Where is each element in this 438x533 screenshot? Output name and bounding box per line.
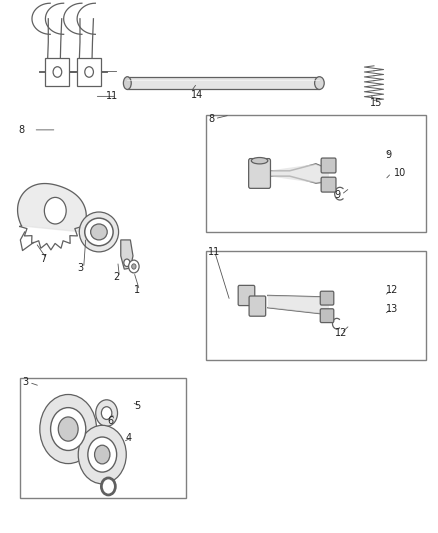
Ellipse shape <box>91 224 107 240</box>
Bar <box>127 77 319 90</box>
Bar <box>46 58 69 86</box>
Circle shape <box>78 425 126 484</box>
Circle shape <box>58 417 78 441</box>
Polygon shape <box>268 164 329 183</box>
Circle shape <box>53 67 62 77</box>
Text: 15: 15 <box>370 98 382 108</box>
Text: 11: 11 <box>106 91 118 101</box>
Ellipse shape <box>79 212 119 252</box>
Circle shape <box>44 197 66 224</box>
Circle shape <box>95 400 117 426</box>
Circle shape <box>88 437 117 472</box>
Polygon shape <box>121 240 133 269</box>
Circle shape <box>51 408 86 450</box>
FancyBboxPatch shape <box>249 296 266 316</box>
Text: 1: 1 <box>134 286 140 295</box>
Text: 4: 4 <box>125 433 131 443</box>
Circle shape <box>132 264 136 269</box>
Polygon shape <box>18 183 86 232</box>
Circle shape <box>101 407 112 419</box>
Ellipse shape <box>251 158 268 164</box>
Circle shape <box>40 394 96 464</box>
Text: 9: 9 <box>385 150 391 160</box>
Text: 13: 13 <box>386 304 398 314</box>
FancyBboxPatch shape <box>238 285 255 305</box>
Circle shape <box>85 67 93 77</box>
Ellipse shape <box>314 77 324 90</box>
Ellipse shape <box>85 218 113 246</box>
Text: 10: 10 <box>394 168 406 178</box>
Text: 7: 7 <box>40 254 46 263</box>
Text: 9: 9 <box>335 190 341 200</box>
Circle shape <box>124 259 130 266</box>
Bar <box>206 115 426 232</box>
Circle shape <box>95 445 110 464</box>
Text: 11: 11 <box>208 247 220 256</box>
Ellipse shape <box>124 77 131 90</box>
Bar <box>77 58 101 86</box>
Bar <box>20 378 186 498</box>
FancyBboxPatch shape <box>320 309 334 322</box>
FancyBboxPatch shape <box>249 159 271 188</box>
Circle shape <box>101 478 115 495</box>
FancyBboxPatch shape <box>321 177 336 192</box>
Text: 14: 14 <box>191 90 203 100</box>
Text: 8: 8 <box>208 114 214 124</box>
Bar <box>206 251 426 360</box>
Text: 12: 12 <box>335 328 347 338</box>
Text: 6: 6 <box>108 416 114 426</box>
Text: 8: 8 <box>18 125 24 135</box>
Text: 2: 2 <box>113 272 120 282</box>
Text: 3: 3 <box>77 263 83 273</box>
FancyBboxPatch shape <box>321 158 336 173</box>
Polygon shape <box>268 295 329 314</box>
Text: 12: 12 <box>386 286 398 295</box>
FancyBboxPatch shape <box>320 291 334 305</box>
Text: 3: 3 <box>22 377 28 387</box>
Circle shape <box>129 260 139 273</box>
Text: 5: 5 <box>134 401 140 411</box>
